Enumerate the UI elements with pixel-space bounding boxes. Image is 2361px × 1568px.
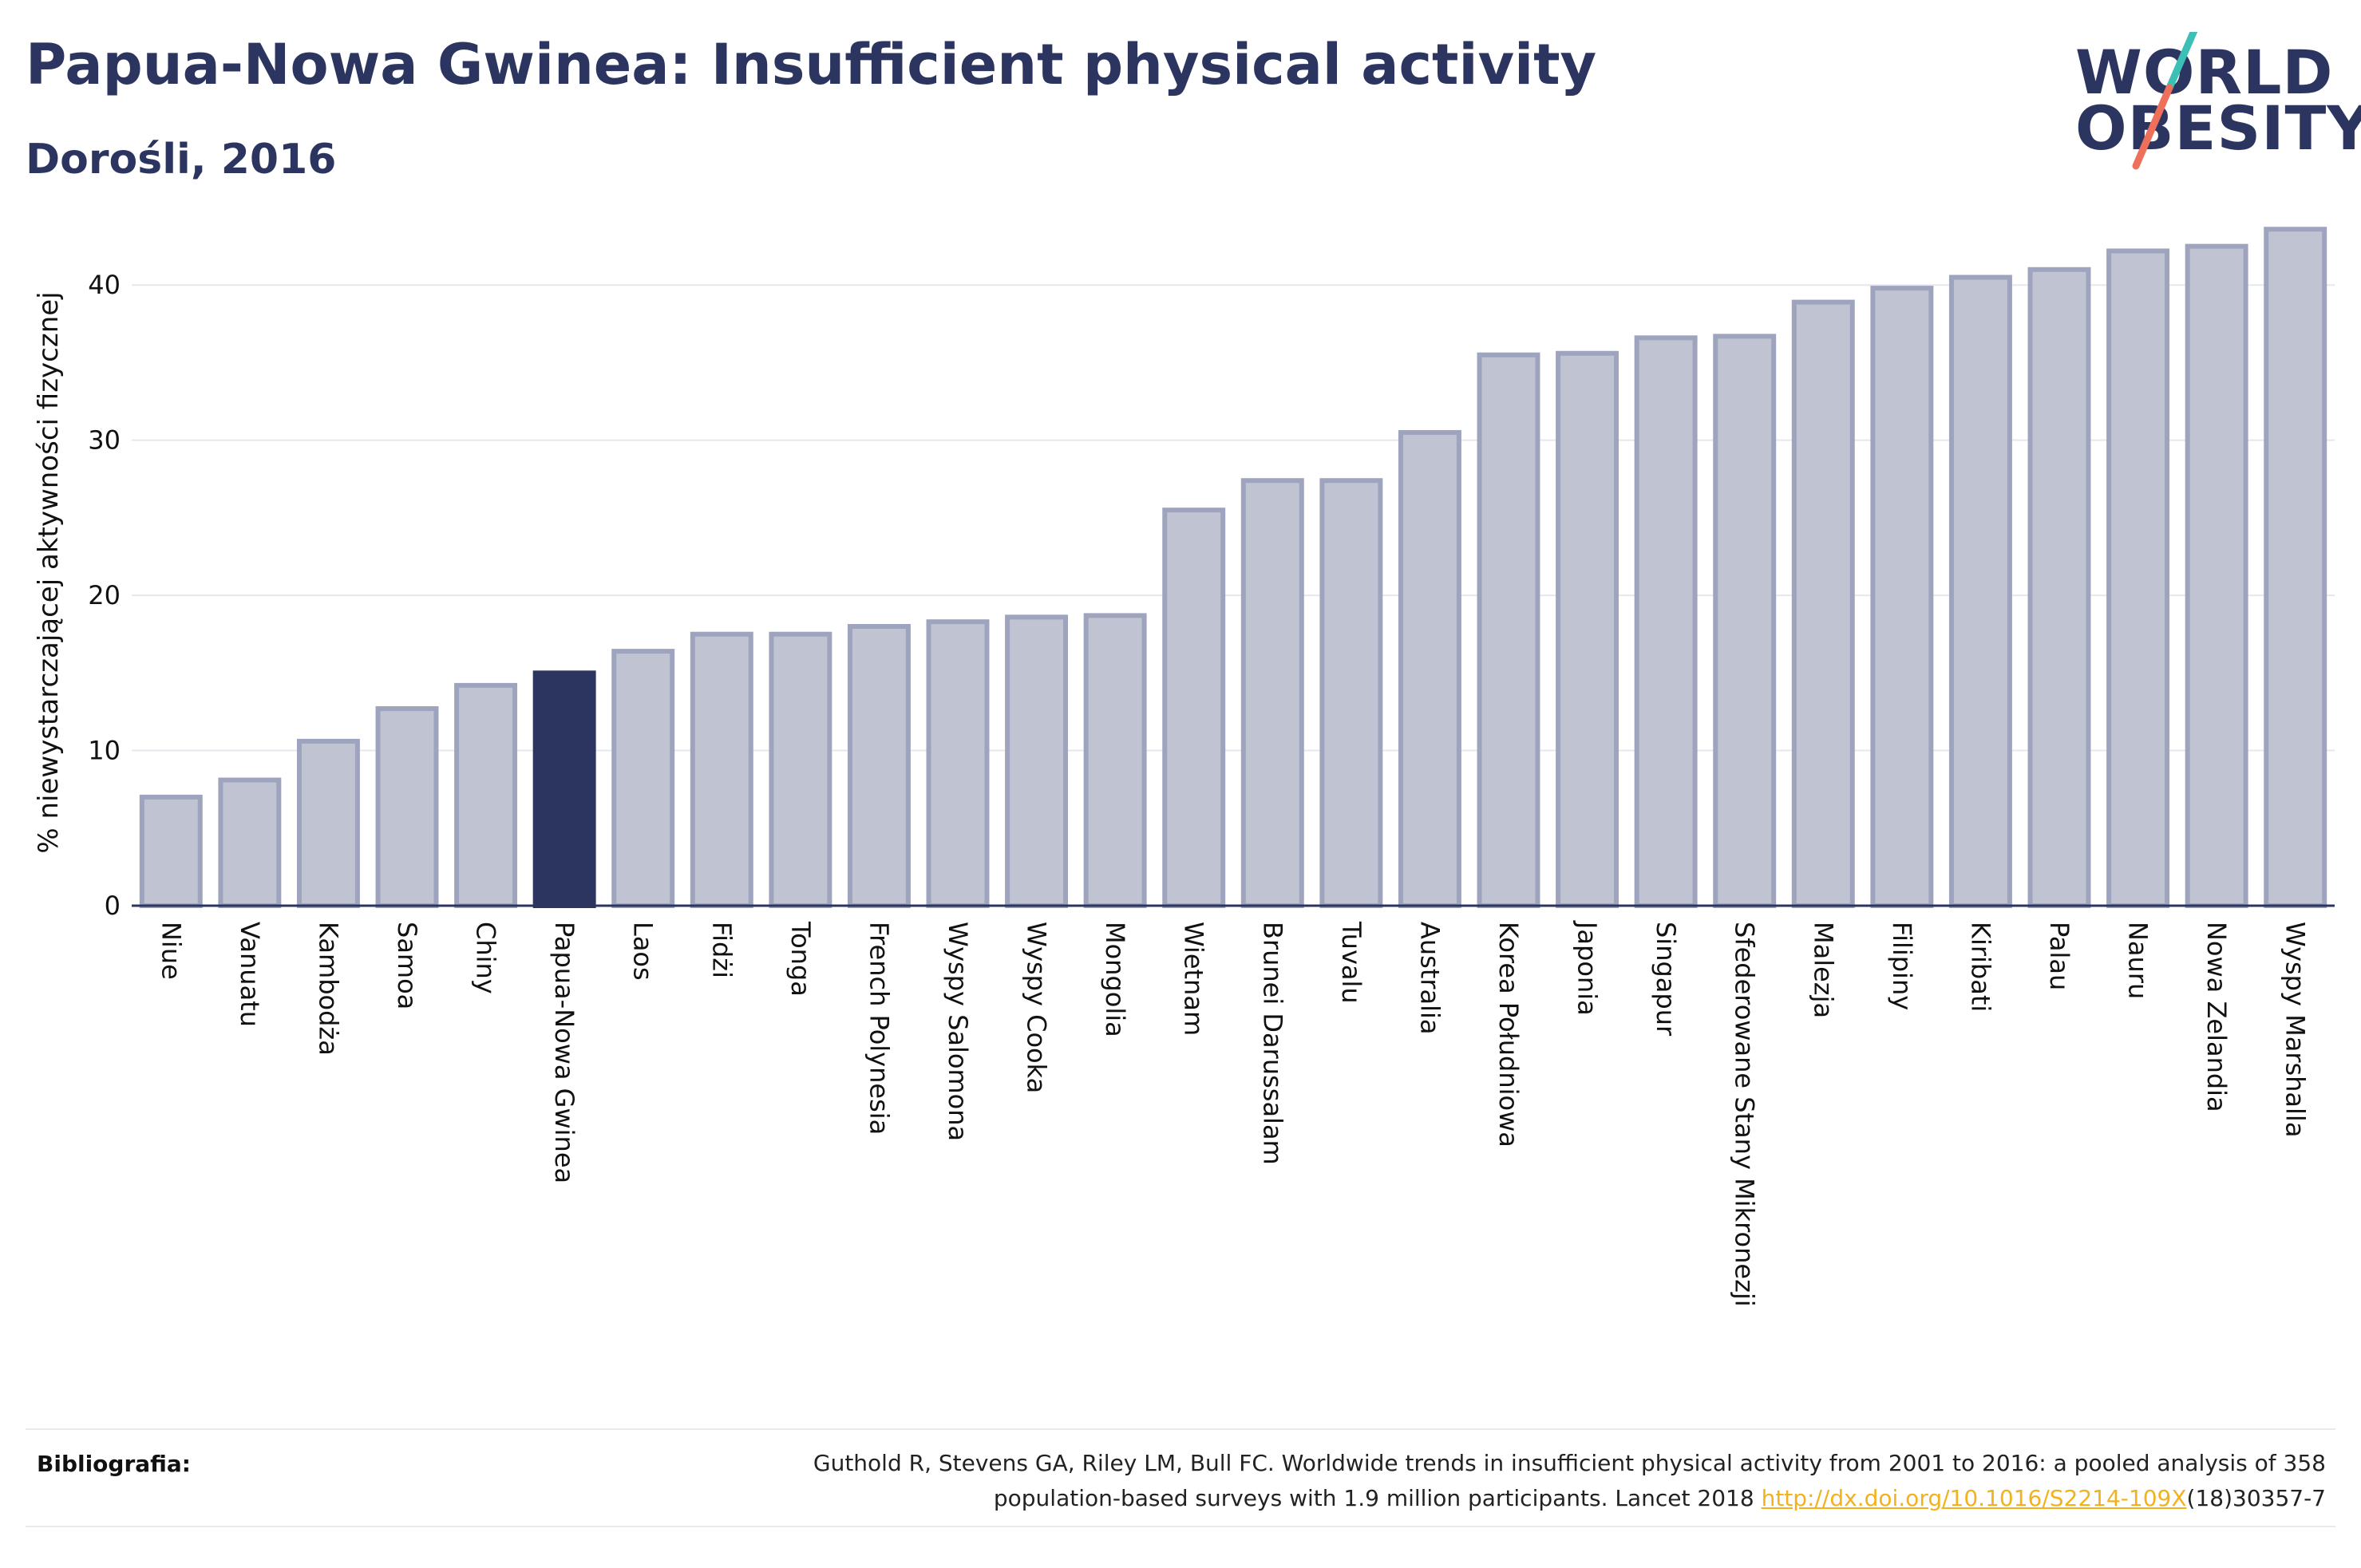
bar bbox=[375, 706, 439, 908]
logo-slash-icon bbox=[2132, 32, 2198, 170]
bar bbox=[1398, 429, 1461, 908]
x-tick-label: Palau bbox=[2044, 922, 2074, 990]
x-tick-label: Mongolia bbox=[1100, 922, 1130, 1037]
bar bbox=[690, 631, 753, 908]
y-tick-label: 30 bbox=[88, 425, 121, 456]
x-tick-label: Japonia bbox=[1572, 920, 1603, 1016]
bar bbox=[2185, 243, 2248, 909]
bar-chart: 0 10 20 30 40 Niue Vanuatu Kambodża Samoa Chiny P… bbox=[33, 227, 2335, 1307]
x-tick-label: Kambodża bbox=[313, 922, 343, 1056]
x-tick-label: Niue bbox=[156, 922, 186, 980]
bar bbox=[1870, 286, 1934, 909]
y-tick-label: 20 bbox=[88, 580, 121, 610]
bar bbox=[1791, 299, 1855, 909]
y-axis-ticks: 0 10 20 30 40 bbox=[88, 270, 121, 921]
footer-divider-top bbox=[26, 1428, 2335, 1430]
bar bbox=[296, 738, 360, 909]
x-tick-label: Tuvalu bbox=[1336, 921, 1366, 1004]
bar bbox=[1162, 508, 1226, 908]
x-tick-label: Fidżi bbox=[706, 922, 737, 978]
bars bbox=[139, 227, 2327, 909]
citation-line-2-suffix: (18)30357-7 bbox=[2186, 1485, 2326, 1511]
y-axis-label: % niewystarczającej aktywności fizycznej bbox=[33, 291, 65, 853]
bar bbox=[847, 624, 911, 908]
x-tick-label: Tonga bbox=[785, 921, 816, 997]
bar bbox=[611, 649, 675, 908]
x-tick-label: Laos bbox=[628, 922, 658, 981]
x-tick-label: Nowa Zelandia bbox=[2201, 922, 2232, 1112]
y-tick-label: 40 bbox=[88, 270, 121, 300]
bar bbox=[2027, 267, 2091, 909]
y-tick-label: 10 bbox=[88, 736, 121, 766]
bar bbox=[1713, 334, 1777, 908]
bar bbox=[1477, 352, 1540, 908]
page-title: Papua-Nowa Gwinea: Insufficient physical… bbox=[26, 32, 1597, 97]
bar bbox=[2106, 248, 2170, 908]
citation-line-1: Guthold R, Stevens GA, Riley LM, Bull FC… bbox=[813, 1450, 2326, 1476]
x-tick-label: Wyspy Cooka bbox=[1022, 922, 1052, 1093]
x-tick-label: Korea Południowa bbox=[1493, 922, 1524, 1147]
x-tick-label: Vanuatu bbox=[235, 922, 265, 1027]
bar bbox=[1240, 478, 1304, 908]
x-tick-label: Samoa bbox=[392, 922, 422, 1009]
bar bbox=[1948, 274, 2012, 908]
x-tick-label: Papua-Nowa Gwinea bbox=[549, 922, 579, 1183]
x-tick-label: Sfederowane Stany Mikronezji bbox=[1730, 922, 1760, 1307]
x-tick-label: Nauru bbox=[2123, 922, 2153, 999]
x-tick-label: Wyspy Salomona bbox=[943, 922, 973, 1141]
logo-line-2: OBESITY bbox=[2075, 93, 2361, 164]
x-tick-label: Brunei Darussalam bbox=[1257, 922, 1287, 1165]
y-tick-label: 0 bbox=[105, 891, 121, 921]
bar bbox=[454, 682, 518, 909]
bar bbox=[532, 670, 596, 908]
citation-doi-link[interactable]: http://dx.doi.org/10.1016/S2214-109X bbox=[1761, 1485, 2187, 1511]
x-tick-label: Kiribati bbox=[1965, 922, 1995, 1012]
bar bbox=[926, 619, 990, 909]
footer-divider-bottom bbox=[26, 1526, 2335, 1527]
bar bbox=[1005, 614, 1069, 908]
page-subtitle: Dorośli, 2016 bbox=[26, 136, 337, 184]
x-tick-label: Malezja bbox=[1808, 922, 1838, 1018]
bar bbox=[1634, 335, 1698, 909]
bar bbox=[1083, 613, 1147, 909]
x-tick-label: Australia bbox=[1414, 922, 1445, 1035]
x-tick-label: Singapur bbox=[1651, 922, 1681, 1037]
x-axis-ticks: Niue Vanuatu Kambodża Samoa Chiny Papua-Nowa … bbox=[156, 920, 2310, 1307]
x-tick-label: Filipiny bbox=[1887, 922, 1917, 1010]
bar bbox=[139, 794, 203, 909]
bar bbox=[2264, 227, 2327, 908]
logo-line-1: WORLD bbox=[2075, 37, 2334, 108]
bibliography-citation: Guthold R, Stevens GA, Riley LM, Bull FC… bbox=[490, 1446, 2326, 1516]
x-tick-label: Wyspy Marshalla bbox=[2280, 922, 2311, 1137]
bar bbox=[1556, 350, 1619, 908]
x-tick-label: French Polynesia bbox=[864, 922, 894, 1135]
x-tick-label: Chiny bbox=[471, 922, 501, 994]
citation-line-2-prefix: population-based surveys with 1.9 millio… bbox=[993, 1485, 1762, 1511]
bar bbox=[1319, 478, 1383, 908]
x-tick-label: Wietnam bbox=[1179, 922, 1209, 1036]
world-obesity-logo: WORLD OBESITY bbox=[2075, 32, 2361, 176]
bibliography-label: Bibliografia: bbox=[37, 1451, 192, 1477]
bar bbox=[769, 631, 832, 908]
bar bbox=[218, 777, 282, 908]
